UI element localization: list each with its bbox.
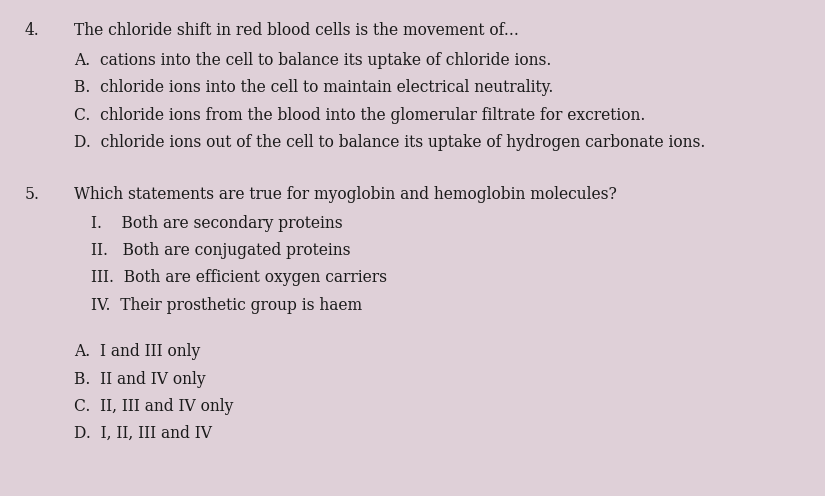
Text: A.  cations into the cell to balance its uptake of chloride ions.: A. cations into the cell to balance its … xyxy=(74,52,552,69)
Text: 5.: 5. xyxy=(25,186,40,203)
Text: B.  chloride ions into the cell to maintain electrical neutrality.: B. chloride ions into the cell to mainta… xyxy=(74,79,554,96)
Text: Which statements are true for myoglobin and hemoglobin molecules?: Which statements are true for myoglobin … xyxy=(74,186,617,203)
Text: C.  II, III and IV only: C. II, III and IV only xyxy=(74,398,233,415)
Text: III.  Both are efficient oxygen carriers: III. Both are efficient oxygen carriers xyxy=(91,269,387,286)
Text: I.    Both are secondary proteins: I. Both are secondary proteins xyxy=(91,215,342,232)
Text: 4.: 4. xyxy=(25,22,40,39)
Text: D.  chloride ions out of the cell to balance its uptake of hydrogen carbonate io: D. chloride ions out of the cell to bala… xyxy=(74,134,705,151)
Text: II.   Both are conjugated proteins: II. Both are conjugated proteins xyxy=(91,242,351,259)
Text: A.  I and III only: A. I and III only xyxy=(74,343,200,360)
Text: IV.  Their prosthetic group is haem: IV. Their prosthetic group is haem xyxy=(91,297,362,313)
Text: C.  chloride ions from the blood into the glomerular filtrate for excretion.: C. chloride ions from the blood into the… xyxy=(74,107,646,124)
Text: D.  I, II, III and IV: D. I, II, III and IV xyxy=(74,425,212,442)
Text: B.  II and IV only: B. II and IV only xyxy=(74,371,206,387)
Text: The chloride shift in red blood cells is the movement of...: The chloride shift in red blood cells is… xyxy=(74,22,519,39)
